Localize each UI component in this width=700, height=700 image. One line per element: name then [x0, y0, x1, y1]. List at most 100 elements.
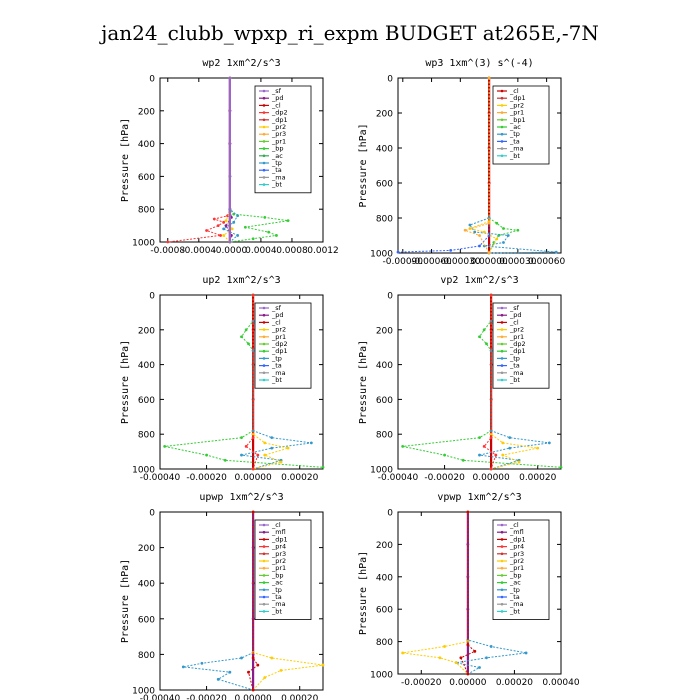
data-point: [506, 234, 510, 237]
x-tick-label: 0.00020: [281, 694, 318, 700]
legend-marker: [500, 602, 504, 606]
legend-label: _dp2: [271, 109, 288, 117]
y-tick-label: 600: [138, 615, 155, 625]
data-point: [508, 446, 512, 450]
legend-marker: [262, 523, 266, 527]
data-point: [494, 453, 498, 457]
data-point: [228, 240, 232, 244]
legend-label: _ta: [271, 166, 282, 174]
legend-label: _pr2: [271, 326, 286, 334]
legend-label: _dp1: [271, 535, 288, 543]
series-line-2: [183, 512, 254, 691]
x-tick-label: -0.00020: [186, 473, 227, 483]
x-tick-label: -0.00020: [424, 473, 465, 483]
legend-label: _bp: [271, 571, 284, 579]
legend-label: _pr3: [271, 130, 286, 138]
data-point: [449, 248, 453, 252]
legend-label: _ma: [509, 145, 524, 153]
legend-marker: [262, 176, 266, 179]
series-line-2: [456, 512, 527, 675]
data-point: [286, 219, 290, 223]
legend-label: _pr1: [271, 564, 286, 572]
legend-marker: [500, 118, 504, 122]
legend-label: _mfl: [271, 528, 286, 536]
plot-frame: [397, 294, 562, 470]
legend-label: _tp: [509, 354, 520, 362]
data-point: [251, 436, 255, 440]
x-tick-label: 0.00000: [449, 678, 486, 688]
legend-marker: [500, 559, 504, 563]
legend-label: _sf: [271, 87, 282, 95]
legend-marker: [262, 89, 266, 93]
data-point: [554, 250, 558, 254]
data-point: [263, 453, 267, 457]
panel-title: up2 1xm^2/s^3: [202, 275, 280, 286]
y-tick-label: 200: [138, 326, 155, 336]
legend-marker: [262, 581, 266, 584]
x-tick-label: 0.0008: [276, 246, 308, 256]
y-tick-label: 800: [376, 215, 393, 225]
legend-label: _pr1: [509, 564, 524, 572]
data-point: [240, 436, 243, 440]
legend-marker: [262, 313, 266, 317]
legend-marker: [262, 545, 266, 548]
y-tick-label: 0: [387, 292, 393, 302]
legend-box: [254, 85, 312, 194]
y-axis-label: Pressure [hPa]: [120, 340, 131, 424]
legend-marker: [500, 154, 504, 158]
x-tick-label: -0.00060: [411, 257, 452, 267]
data-point: [205, 453, 208, 457]
data-point: [222, 220, 226, 224]
y-tick-label: 1000: [132, 466, 155, 476]
panel-title: vp2 1xm^2/s^3: [440, 275, 518, 286]
legend-marker: [500, 306, 504, 310]
data-point: [443, 645, 446, 648]
legend-marker: [500, 321, 504, 324]
y-axis-label: Pressure [hPa]: [358, 340, 369, 424]
legend-marker: [500, 147, 504, 150]
legend-label: _dp1: [509, 347, 526, 355]
data-point: [224, 219, 228, 223]
data-point: [489, 432, 493, 436]
data-point: [216, 224, 220, 228]
data-point: [228, 76, 232, 80]
y-tick-label: 800: [138, 651, 155, 661]
data-point: [487, 251, 491, 255]
legend-label: _pr2: [509, 101, 524, 109]
legend-marker: [262, 357, 266, 360]
y-tick-label: 200: [376, 326, 393, 336]
data-point: [478, 453, 481, 457]
plot-frame: [159, 294, 324, 470]
data-point: [263, 216, 267, 219]
chart-panel-3: up2 1xm^2/s^3 Pressure [hPa] 0 200 400 600 800…: [120, 275, 325, 483]
legend-marker: [500, 371, 504, 375]
legend-marker: [500, 610, 504, 613]
legend-label: _cl: [509, 87, 519, 95]
data-point: [502, 241, 505, 244]
data-point: [263, 441, 267, 445]
x-tick-label: -0.00040: [140, 694, 181, 700]
x-tick-label: 0.00020: [281, 473, 318, 483]
legend-marker: [262, 371, 266, 375]
data-point: [466, 510, 470, 514]
data-point: [473, 649, 477, 653]
data-point: [487, 76, 491, 80]
legend-marker: [262, 559, 266, 563]
legend-label: _bt: [509, 152, 520, 160]
data-point: [466, 643, 470, 647]
legend-label: _bp: [271, 145, 284, 153]
legend-label: _pd: [271, 94, 284, 102]
legend-label: _sf: [509, 304, 520, 312]
data-point: [466, 672, 470, 676]
y-tick-label: 800: [138, 206, 155, 216]
x-tick-label: 0.00040: [542, 678, 579, 688]
data-point: [478, 335, 481, 339]
data-point: [443, 453, 446, 457]
data-point: [230, 227, 234, 231]
legend-label: _pr3: [509, 550, 524, 558]
data-point: [279, 669, 283, 672]
legend-marker: [500, 125, 504, 129]
legend-marker: [500, 364, 504, 367]
y-tick-label: 400: [376, 361, 393, 371]
legend-marker: [500, 595, 504, 599]
